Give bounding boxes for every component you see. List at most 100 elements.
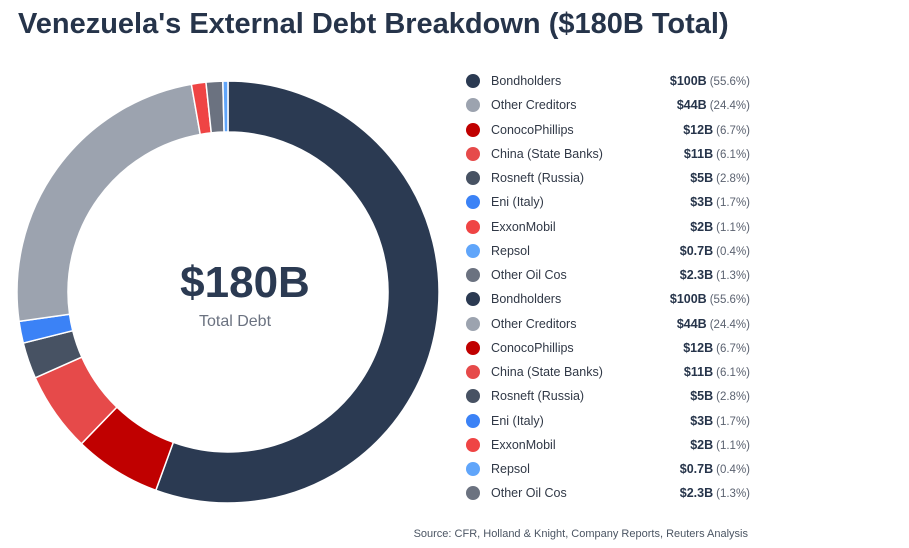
legend-item: Other Oil Cos $2.3B (1.3%)	[466, 481, 750, 505]
source-note: Source: CFR, Holland & Knight, Company R…	[413, 528, 748, 540]
legend-label: Other Oil Cos	[491, 486, 567, 501]
legend-label: Eni (Italy)	[491, 195, 544, 210]
legend-item: Rosneft (Russia) $5B (2.8%)	[466, 384, 750, 408]
legend-percent: (6.1%)	[716, 367, 750, 380]
legend-item: Eni (Italy) $3B (1.7%)	[466, 190, 750, 214]
legend-value: $3B (1.7%)	[690, 195, 750, 209]
legend-label: Other Creditors	[491, 98, 577, 113]
legend-value: $3B (1.7%)	[690, 414, 750, 428]
donut-slice-repsol	[222, 80, 229, 133]
legend-swatch	[466, 268, 480, 283]
legend-percent: (1.7%)	[716, 197, 750, 210]
legend-percent: (0.4%)	[716, 464, 750, 477]
legend-value: $2B (1.1%)	[690, 438, 750, 452]
legend-percent: (6.1%)	[716, 148, 750, 161]
legend-amount: $11B	[683, 365, 714, 380]
legend-percent: (24.4%)	[709, 100, 750, 113]
legend-swatch	[466, 365, 480, 380]
legend-amount: $12B	[683, 122, 714, 137]
legend-amount: $2B	[690, 219, 714, 234]
legend-percent: (2.8%)	[716, 173, 750, 186]
legend-label: Repsol	[491, 243, 530, 258]
legend-swatch	[466, 74, 480, 89]
legend-amount: $2.3B	[679, 268, 714, 283]
legend-percent: (2.8%)	[716, 391, 750, 404]
legend-percent: (6.7%)	[716, 124, 750, 137]
legend-swatch	[466, 146, 480, 161]
legend-item: Other Creditors $44B (24.4%)	[466, 312, 750, 336]
legend-swatch	[466, 243, 480, 258]
legend-amount: $2.3B	[679, 486, 714, 501]
legend-label: ConocoPhillips	[491, 340, 574, 355]
legend-label: Bondholders	[491, 74, 562, 89]
legend-item: ConocoPhillips $12B (6.7%)	[466, 118, 750, 142]
legend-swatch	[466, 413, 480, 428]
legend-item: Bondholders $100B (55.6%)	[466, 287, 750, 311]
legend-amount: $100B	[669, 292, 707, 307]
chart-title: Venezuela's External Debt Breakdown ($18…	[18, 8, 729, 40]
donut-slice-bondholders	[154, 80, 440, 504]
legend-value: $11B (6.1%)	[684, 147, 750, 161]
legend-percent: (1.1%)	[716, 439, 750, 452]
legend-swatch	[466, 316, 480, 331]
legend-label: China (State Banks)	[491, 365, 603, 380]
legend-label: ExxonMobil	[491, 437, 556, 452]
legend-amount: $0.7B	[679, 243, 714, 258]
legend-label: Bondholders	[491, 292, 562, 307]
legend-amount: $2B	[690, 437, 714, 452]
legend-value: $0.7B (0.4%)	[680, 462, 750, 476]
legend-item: Repsol $0.7B (0.4%)	[466, 457, 750, 481]
legend-value: $5B (2.8%)	[690, 389, 750, 403]
legend-amount: $44B	[676, 98, 707, 113]
legend-value: $5B (2.8%)	[690, 171, 750, 185]
legend-percent: (1.1%)	[716, 221, 750, 234]
legend-swatch	[466, 486, 480, 501]
legend-amount: $3B	[690, 413, 714, 428]
legend-amount: $100B	[669, 74, 707, 89]
legend-value: $2B (1.1%)	[690, 220, 750, 234]
legend-swatch	[466, 98, 480, 113]
legend-label: ConocoPhillips	[491, 122, 574, 137]
legend-percent: (55.6%)	[709, 294, 750, 307]
legend-label: Eni (Italy)	[491, 413, 544, 428]
legend-amount: $5B	[690, 171, 714, 186]
center-total-label: Total Debt	[199, 313, 272, 330]
legend-value: $44B (24.4%)	[677, 317, 750, 331]
legend-item: Rosneft (Russia) $5B (2.8%)	[466, 166, 750, 190]
legend-label: ExxonMobil	[491, 219, 556, 234]
donut-chart: $180B Total Debt	[16, 80, 440, 504]
legend-label: China (State Banks)	[491, 146, 603, 161]
legend-percent: (1.3%)	[716, 270, 750, 283]
legend-label: Rosneft (Russia)	[491, 389, 585, 404]
legend-item: Bondholders $100B (55.6%)	[466, 69, 750, 93]
legend-value: $11B (6.1%)	[684, 365, 750, 379]
legend-item: Other Oil Cos $2.3B (1.3%)	[466, 263, 750, 287]
legend-item: China (State Banks) $11B (6.1%)	[466, 360, 750, 384]
legend-swatch	[466, 292, 480, 307]
legend-swatch	[466, 340, 480, 355]
legend-amount: $12B	[683, 340, 714, 355]
legend-percent: (24.4%)	[709, 318, 750, 331]
legend-swatch	[466, 219, 480, 234]
legend-swatch	[466, 195, 480, 210]
legend-percent: (6.7%)	[716, 342, 750, 355]
donut-slices	[16, 80, 440, 504]
legend-value: $12B (6.7%)	[683, 123, 750, 137]
chart-legend: Bondholders $100B (55.6%) Other Creditors $4…	[466, 69, 750, 506]
legend-label: Repsol	[491, 462, 530, 477]
legend-item: ExxonMobil $2B (1.1%)	[466, 215, 750, 239]
legend-value: $2.3B (1.3%)	[680, 268, 750, 282]
legend-amount: $3B	[690, 195, 714, 210]
legend-swatch	[466, 171, 480, 186]
legend-amount: $44B	[676, 316, 707, 331]
legend-item: ConocoPhillips $12B (6.7%)	[466, 336, 750, 360]
legend-swatch	[466, 389, 480, 404]
legend-label: Other Oil Cos	[491, 268, 567, 283]
legend-value: $2.3B (1.3%)	[680, 486, 750, 500]
donut-slice-other-creditors	[16, 83, 202, 323]
center-total-value: $180B	[180, 258, 310, 307]
legend-swatch	[466, 122, 480, 137]
legend-item: China (State Banks) $11B (6.1%)	[466, 142, 750, 166]
legend-swatch	[466, 462, 480, 477]
legend-value: $44B (24.4%)	[677, 98, 750, 112]
